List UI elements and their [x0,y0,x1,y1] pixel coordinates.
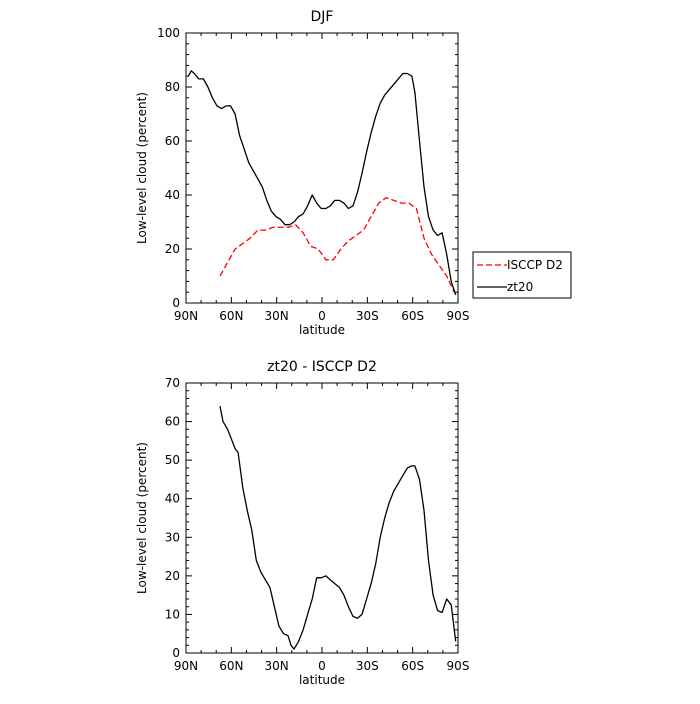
x-tick-label: 90S [447,309,470,323]
x-axis-label: latitude [299,673,345,687]
x-tick-label: 30S [356,309,379,323]
y-tick-label: 20 [165,242,180,256]
x-tick-label: 60S [401,659,424,673]
x-tick-label: 0 [318,309,326,323]
y-tick-label: 30 [165,530,180,544]
x-tick-label: 30S [356,659,379,673]
difference-panel: zt20 - ISCCP D2 90N 60N 30N 0 30S 60S 90S 0 10 20 3… [135,359,469,687]
series-line-difference [219,405,457,650]
y-tick-label: 40 [165,188,180,202]
y-tick-label: 40 [165,492,180,506]
x-tick-label: 30N [265,659,289,673]
x-tick-label: 60S [401,309,424,323]
x-tick-label: 30N [265,309,289,323]
y-tick-label: 70 [165,376,180,390]
legend-label: zt20 [507,280,533,294]
x-tick-label: 60N [219,659,243,673]
y-axis-label: Low-level cloud (percent) [135,442,149,594]
x-tick-label: 0 [318,659,326,673]
series-line-isccp-d2 [219,197,455,293]
x-tick-label: 90N [174,659,198,673]
legend-box [472,251,572,299]
djf-panel: DJF 90N 60N 30N 0 30S 60S 90S 0 20 40 60 80 100 latitu… [135,9,572,337]
chart-title: zt20 - ISCCP D2 [267,359,377,375]
y-tick-label: 80 [165,80,180,94]
y-tick-label: 100 [157,26,180,40]
y-tick-label: 20 [165,569,180,583]
y-tick-label: 0 [172,296,180,310]
chart-title: DJF [311,9,334,25]
y-axis-label: Low-level cloud (percent) [135,92,149,244]
x-tick-label: 60N [219,309,243,323]
x-tick-label: 90N [174,309,198,323]
y-tick-label: 10 [165,607,180,621]
y-tick-label: 60 [165,415,180,429]
legend-label: ISCCP D2 [507,258,563,272]
plot-frame [185,32,459,304]
legend: ISCCP D2 zt20 [472,251,572,299]
y-tick-label: 0 [172,646,180,660]
plot-frame [185,382,459,654]
series-line-zt20 [187,70,457,296]
x-axis-label: latitude [299,323,345,337]
x-tick-label: 90S [447,659,470,673]
y-tick-label: 60 [165,134,180,148]
y-tick-label: 50 [165,453,180,467]
